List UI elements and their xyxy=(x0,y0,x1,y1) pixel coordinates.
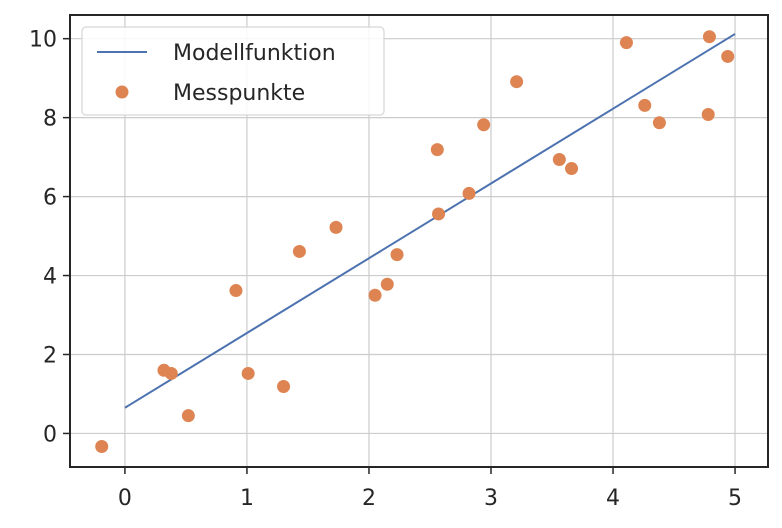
data-point xyxy=(380,277,394,291)
data-point xyxy=(638,98,652,112)
data-point xyxy=(477,118,491,132)
data-point xyxy=(181,409,195,423)
legend-label: Messpunkte xyxy=(173,81,305,106)
plot-area-frame xyxy=(69,14,769,468)
data-point xyxy=(241,366,255,380)
data-point xyxy=(619,36,633,50)
legend: Modellfunktion Messpunkte xyxy=(81,26,385,116)
data-point xyxy=(721,49,735,63)
data-point xyxy=(510,75,524,89)
data-point xyxy=(390,248,404,262)
model-function-line xyxy=(124,33,736,409)
y-tick-label: 6 xyxy=(43,186,57,211)
data-point xyxy=(701,107,715,121)
data-point xyxy=(565,162,579,176)
data-point xyxy=(329,220,343,234)
x-tick-label: 0 xyxy=(118,486,132,511)
y-tick-label: 8 xyxy=(43,107,57,132)
x-tick-label: 2 xyxy=(362,486,376,511)
data-point xyxy=(164,366,178,380)
legend-label: Modellfunktion xyxy=(173,41,336,66)
x-tick-label: 5 xyxy=(728,486,742,511)
axis-ticks: 0 1 2 3 4 5 0 2 4 6 8 10 xyxy=(29,28,742,511)
data-point xyxy=(95,439,109,453)
data-point xyxy=(462,186,476,200)
x-tick-label: 1 xyxy=(240,486,254,511)
data-point xyxy=(702,30,716,44)
x-tick-label: 3 xyxy=(484,486,498,511)
legend-marker-swatch xyxy=(115,85,129,99)
data-point xyxy=(652,116,666,130)
y-tick-label: 10 xyxy=(29,28,57,53)
y-tick-label: 2 xyxy=(43,343,57,368)
data-point xyxy=(277,379,291,393)
data-point xyxy=(368,288,382,302)
y-tick-label: 0 xyxy=(43,422,57,447)
x-tick-label: 4 xyxy=(606,486,620,511)
data-point xyxy=(552,152,566,166)
data-point xyxy=(229,284,243,298)
y-tick-label: 4 xyxy=(43,265,57,290)
data-point xyxy=(292,244,306,258)
legend-box xyxy=(81,26,385,116)
plot-series xyxy=(95,30,736,453)
data-point xyxy=(430,143,444,157)
data-point xyxy=(432,207,446,221)
